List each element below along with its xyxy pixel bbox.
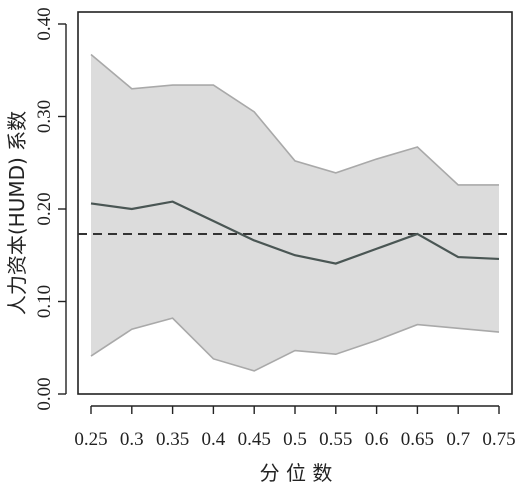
x-tick-label: 0.5: [283, 429, 307, 450]
y-tick-label: 0.20: [34, 192, 55, 225]
band-upper-edge: [90, 53, 499, 186]
x-axis: 0.25 0.3 0.35 0.4 0.45 0.5 0.55 0.6 0.65 0.7 0.75: [74, 405, 516, 450]
x-tick-label: 0.55: [319, 429, 352, 450]
plot-border: [77, 11, 513, 395]
x-tick-label: 0.65: [401, 429, 434, 450]
estimate-line-layer: [90, 200, 500, 265]
x-tick-label: 0.45: [238, 429, 271, 450]
x-tick-label: 0.25: [74, 429, 107, 450]
x-tick-label: 0.7: [446, 429, 470, 450]
x-tick-label: 0.35: [156, 429, 189, 450]
confidence-band-layer: [90, 53, 500, 372]
x-tick-label: 0.3: [120, 429, 144, 450]
y-tick-label: 0.30: [34, 100, 55, 133]
estimate-series-line: [90, 200, 500, 265]
x-tick-label: 0.4: [202, 429, 226, 450]
x-axis-title: 分 位 数: [260, 461, 333, 485]
y-tick-label: 0.10: [34, 285, 55, 318]
confidence-band: [91, 54, 499, 371]
band-lower-edge: [90, 317, 500, 372]
y-tick-label: 0.40: [34, 7, 55, 40]
y-tick-label: 0.00: [34, 377, 55, 410]
y-axis: 0.00 0.10 0.20 0.30 0.40: [34, 7, 67, 411]
x-tick-label: 0.6: [365, 429, 389, 450]
y-axis-title: 人力资本(HUMD) 系数: [5, 111, 29, 315]
x-tick-label: 0.75: [482, 429, 515, 450]
